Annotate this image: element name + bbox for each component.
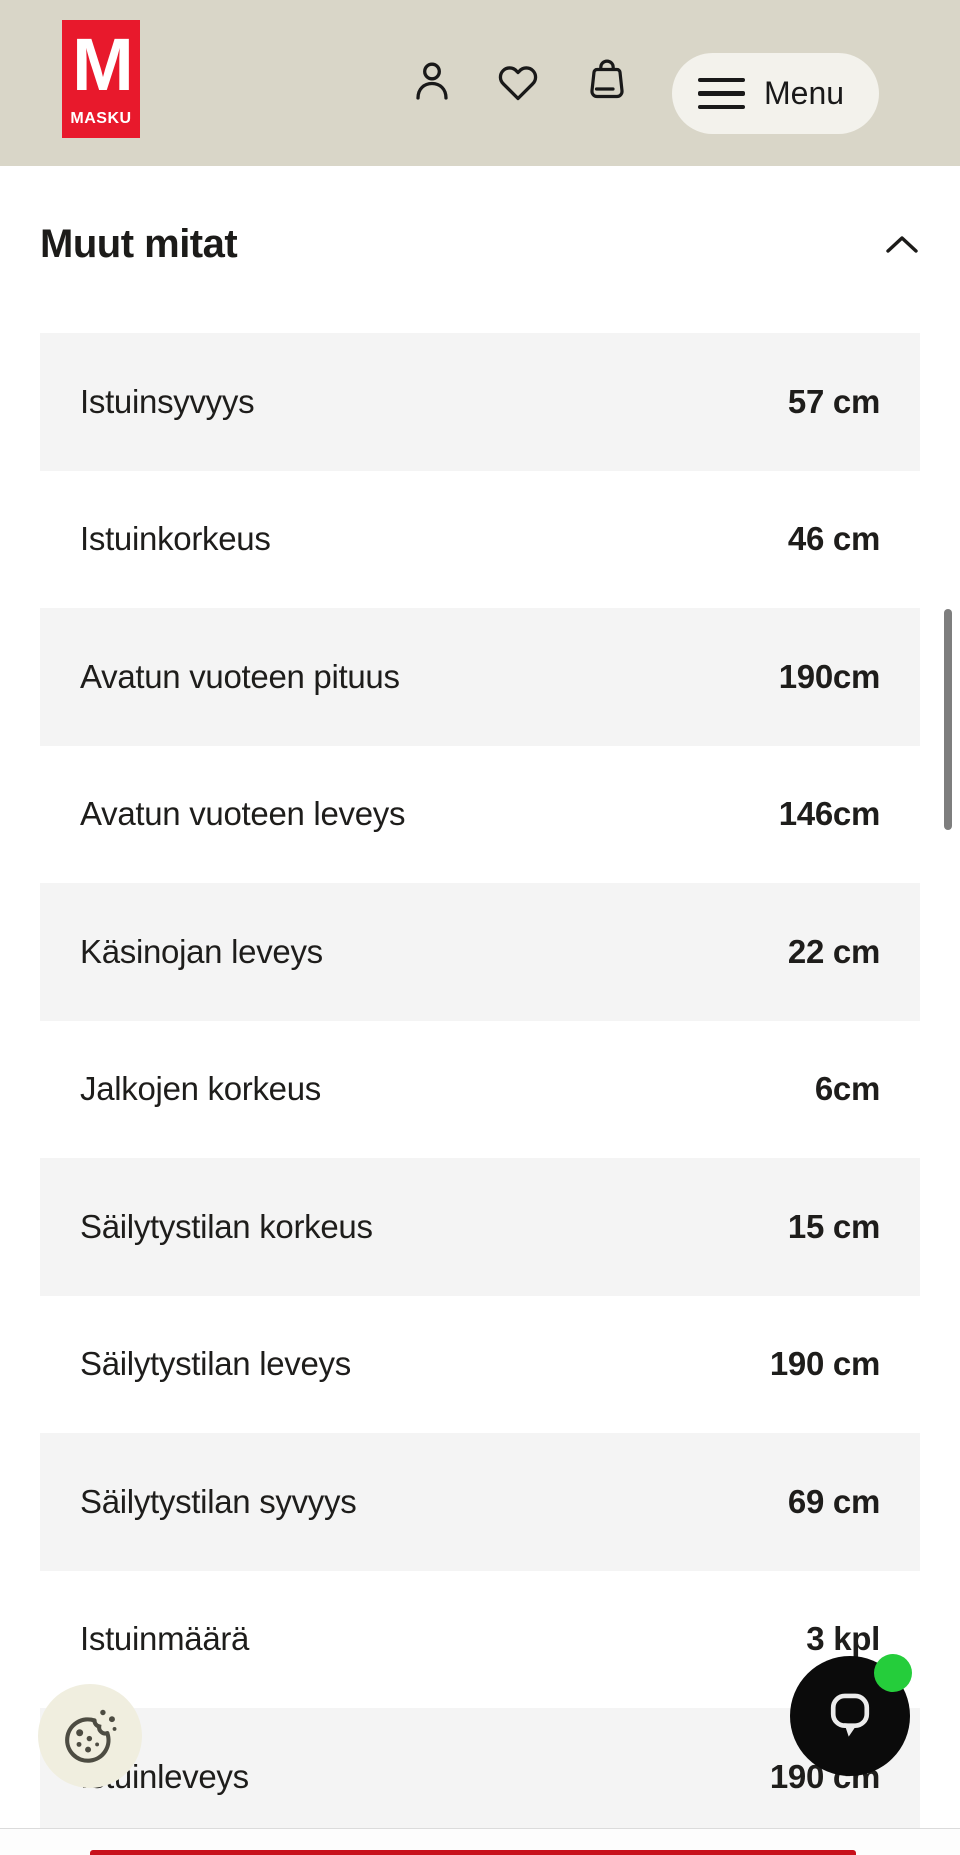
spec-label: Säilytystilan leveys: [80, 1345, 351, 1383]
spec-value: 69 cm: [787, 1482, 880, 1520]
dimensions-table: Istuinsyvyys 57 cm Istuinkorkeus 46 cm A…: [40, 333, 920, 1846]
hamburger-icon: [698, 77, 745, 110]
spec-label: Avatun vuoteen pituus: [80, 657, 400, 695]
table-row: Säilytystilan korkeus 15 cm: [40, 1158, 920, 1296]
table-row: Avatun vuoteen pituus 190cm: [40, 608, 920, 746]
table-row: Säilytystilan leveys 190 cm: [40, 1296, 920, 1434]
heart-icon: [498, 66, 538, 101]
table-row: Säilytystilan syvyys 69 cm: [40, 1433, 920, 1571]
table-row: Istuinsyvyys 57 cm: [40, 333, 920, 471]
spec-label: Avatun vuoteen leveys: [80, 795, 406, 833]
spec-value: 146cm: [778, 795, 881, 833]
table-row: Avatun vuoteen leveys 146cm: [40, 746, 920, 884]
spec-label: Istuinsyvyys: [80, 382, 255, 420]
table-row: Istuinmäärä 3 kpl: [40, 1571, 920, 1709]
menu-button[interactable]: Menu: [672, 53, 879, 134]
chat-button[interactable]: [790, 1654, 912, 1776]
spec-label: Istuinkorkeus: [80, 520, 271, 558]
spec-label: Jalkojen korkeus: [80, 1070, 321, 1108]
accordion-header-muut-mitat[interactable]: Muut mitat: [40, 205, 920, 283]
top-header: M MASKU Menu: [0, 0, 960, 166]
chat-bubble-icon: [830, 1693, 870, 1737]
account-button[interactable]: [408, 57, 456, 105]
spec-value: 190cm: [778, 657, 881, 695]
bag-icon: [590, 59, 624, 99]
spec-value: 57 cm: [787, 382, 880, 420]
sticky-bottom-bar: [0, 1828, 960, 1855]
cookie-settings-button[interactable]: [38, 1684, 142, 1788]
spec-value: 3 kpl: [806, 1620, 880, 1658]
spec-label: Käsinojan leveys: [80, 932, 323, 970]
spec-label: Säilytystilan korkeus: [80, 1207, 373, 1245]
table-row: Jalkojen korkeus 6cm: [40, 1021, 920, 1159]
section-title: Muut mitat: [40, 221, 238, 266]
table-row: Istuinleveys 190 cm: [40, 1708, 920, 1846]
spec-value: 190 cm: [769, 1345, 880, 1383]
table-row: Istuinkorkeus 46 cm: [40, 471, 920, 609]
spec-label: Istuinmäärä: [80, 1620, 250, 1658]
table-row: Käsinojan leveys 22 cm: [40, 883, 920, 1021]
spec-value: 6cm: [814, 1070, 880, 1108]
logo-m-glyph: M: [72, 23, 134, 106]
cart-button[interactable]: [583, 55, 631, 103]
cookie-icon: [65, 1709, 117, 1763]
chat-online-badge: [874, 1654, 912, 1692]
wishlist-button[interactable]: [494, 58, 542, 106]
spec-value: 46 cm: [787, 520, 880, 558]
menu-button-label: Menu: [764, 75, 845, 111]
chevron-up-icon[interactable]: [884, 233, 920, 255]
masku-logo[interactable]: M MASKU: [62, 20, 140, 138]
person-icon: [416, 62, 448, 100]
spec-label: Säilytystilan syvyys: [80, 1482, 357, 1520]
spec-value: 22 cm: [787, 932, 880, 970]
scrollbar-thumb[interactable]: [944, 609, 952, 830]
add-to-cart-button-edge[interactable]: [90, 1850, 856, 1855]
logo-brand-text: MASKU: [70, 110, 132, 127]
spec-value: 15 cm: [787, 1207, 880, 1245]
